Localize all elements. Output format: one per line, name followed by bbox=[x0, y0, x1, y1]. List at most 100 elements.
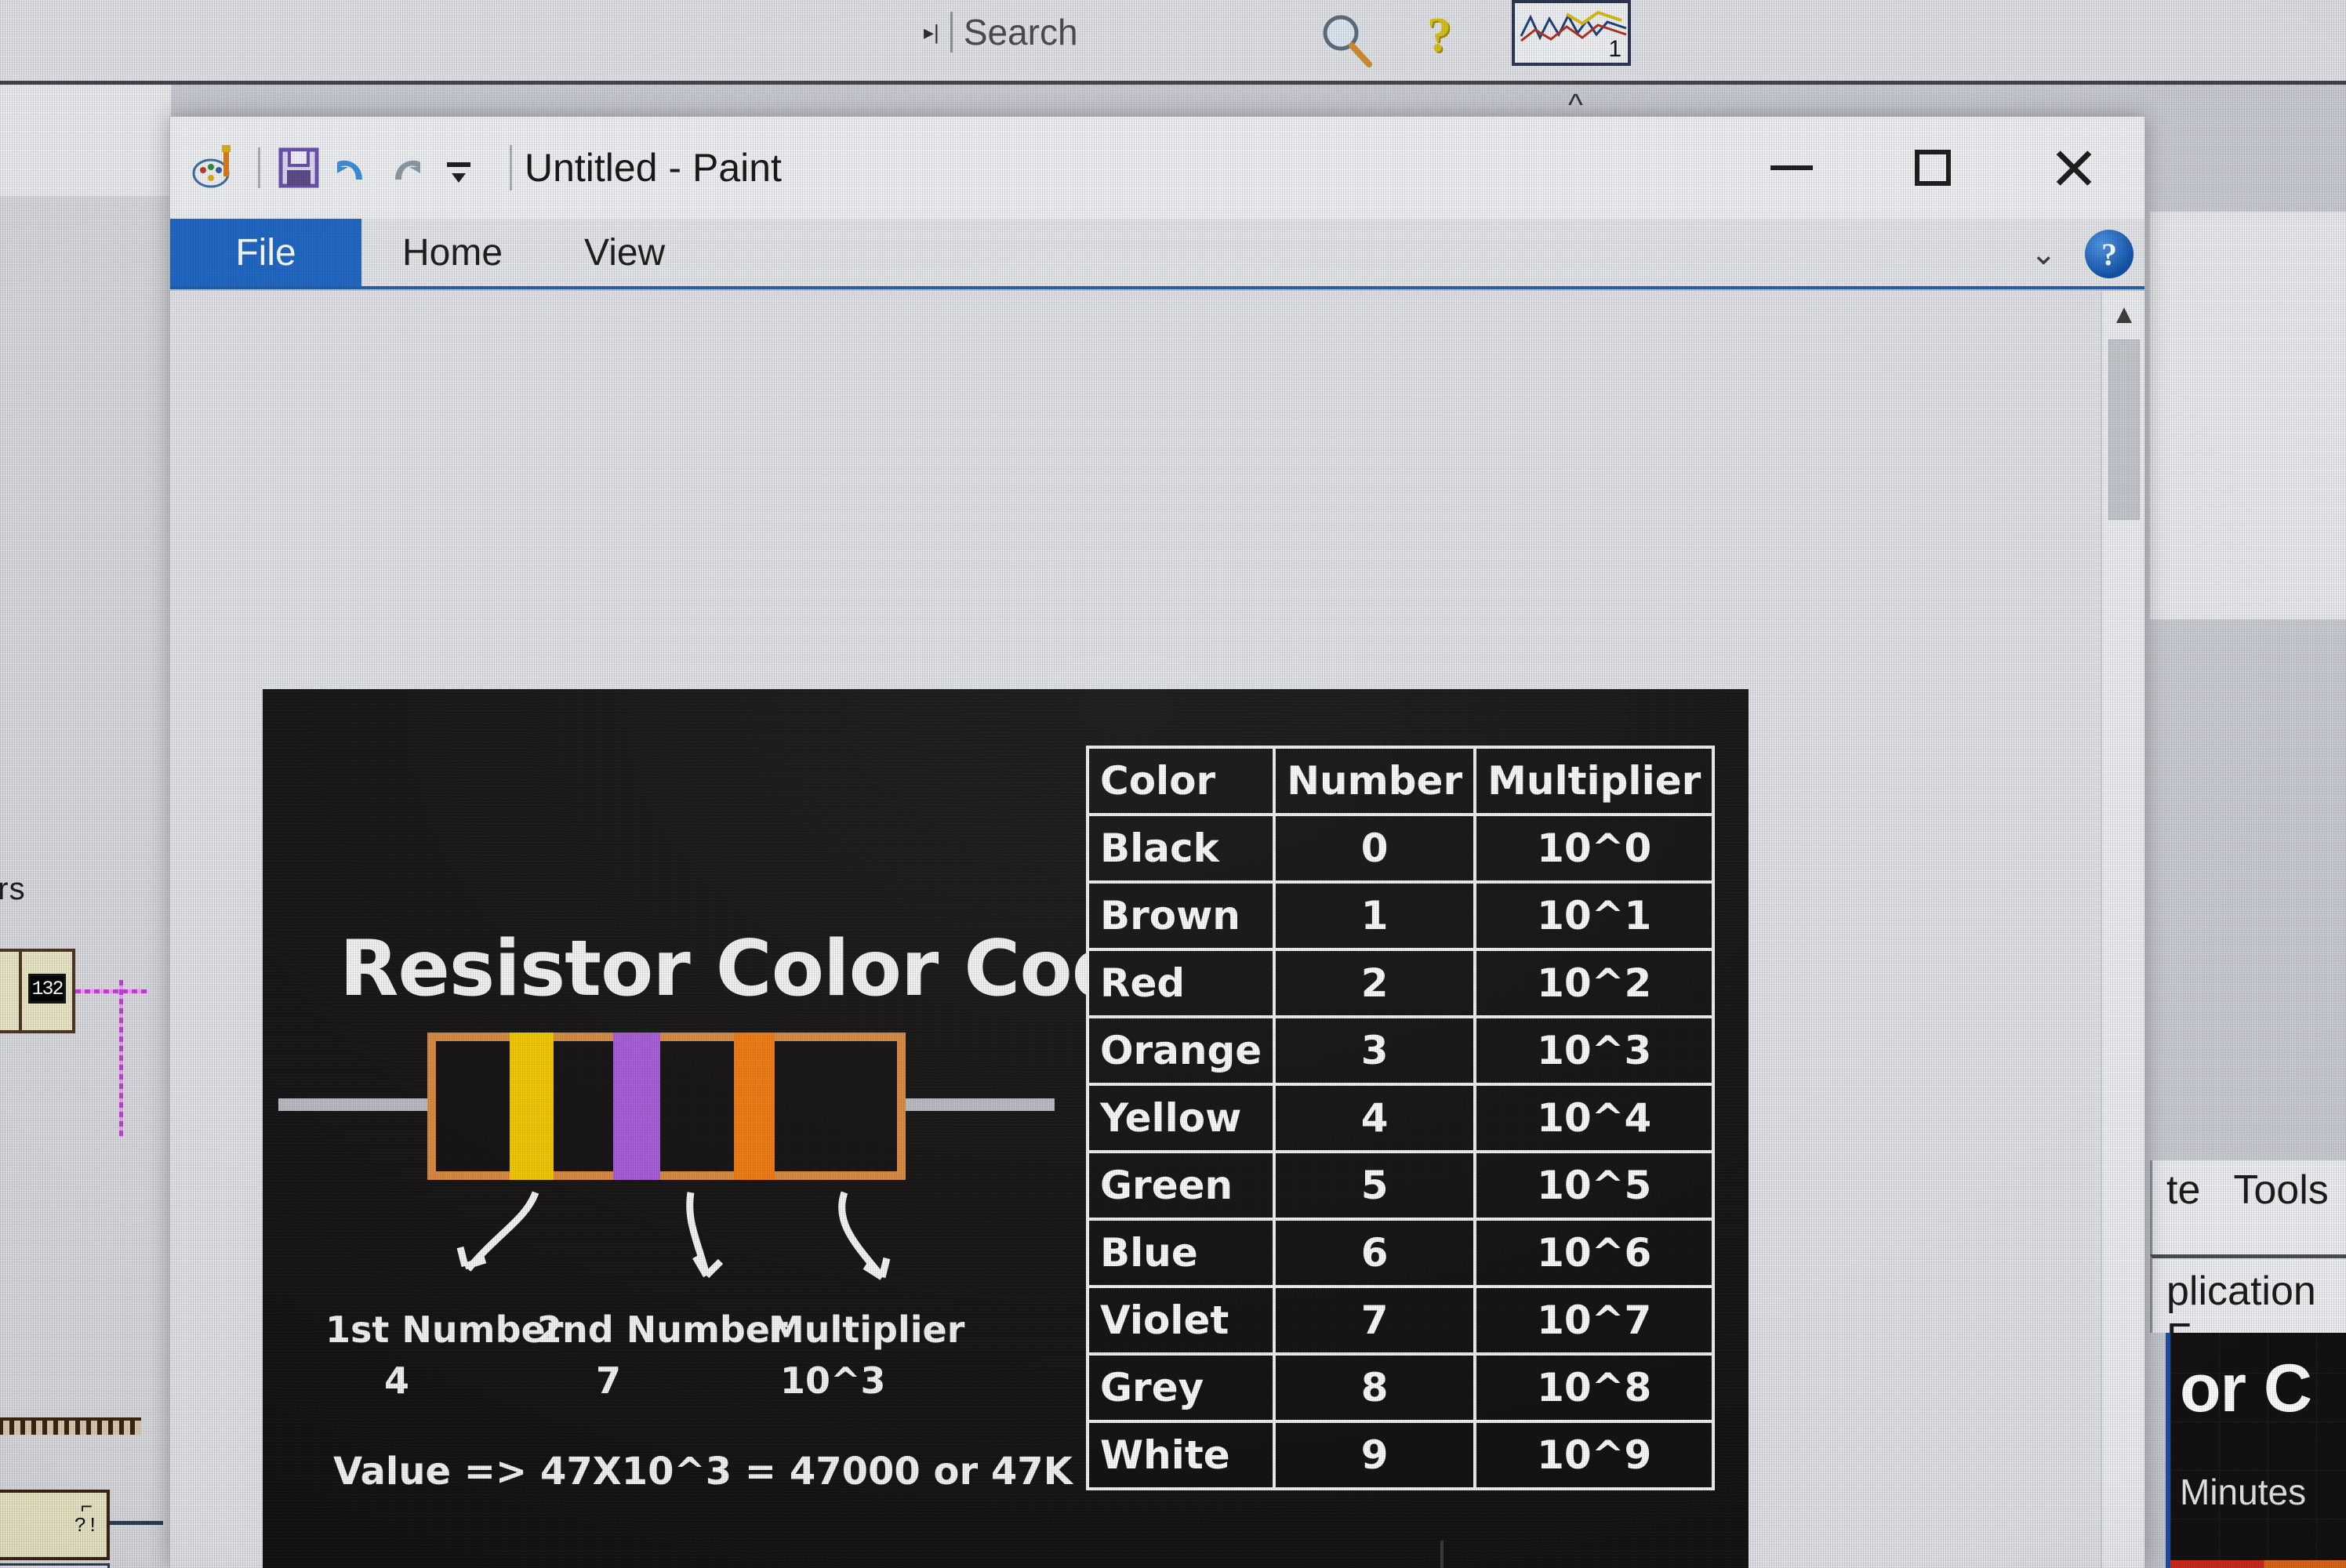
resistor-lead-right bbox=[906, 1098, 1055, 1111]
redo-icon[interactable] bbox=[381, 143, 430, 192]
table-row: Brown 1 10^1 bbox=[1085, 880, 1716, 951]
cell-number: 5 bbox=[1273, 1150, 1477, 1221]
scrollbar-thumb[interactable] bbox=[2108, 339, 2140, 520]
cell-multiplier: 10^2 bbox=[1473, 948, 1716, 1018]
search-placeholder: Search bbox=[963, 12, 1078, 53]
minimize-button[interactable] bbox=[1721, 117, 1862, 219]
undo-icon[interactable] bbox=[328, 143, 376, 192]
paint-window: Untitled - Paint File Home View ⌄ ? Resi… bbox=[169, 116, 2145, 1568]
labview-wire-out[interactable] bbox=[110, 1521, 163, 1525]
canvas-vertical-scrollbar[interactable]: ▲ bbox=[2101, 291, 2144, 1568]
canvas-caret bbox=[1440, 1541, 1444, 1568]
column-header-number: Number bbox=[1273, 746, 1477, 816]
labview-label-fragment-bottom: ounds bbox=[0, 1563, 110, 1568]
labview-loop-border bbox=[0, 1417, 141, 1435]
callout-value-3: 10^3 bbox=[780, 1359, 886, 1402]
column-header-multiplier: Multiplier bbox=[1473, 746, 1716, 816]
value-equation: Value => 47X10^3 = 47000 or 47K bbox=[333, 1450, 1073, 1494]
cell-number: 1 bbox=[1273, 880, 1477, 951]
cell-color: Grey bbox=[1085, 1352, 1276, 1423]
video-grid-overlay bbox=[2170, 1333, 2346, 1568]
tab-home[interactable]: Home bbox=[402, 231, 503, 274]
title-bar[interactable]: Untitled - Paint bbox=[170, 117, 2144, 219]
scroll-up-icon[interactable]: ^ bbox=[1568, 88, 1583, 122]
background-right-menubar[interactable]: te Tools bbox=[2150, 1160, 2346, 1254]
waveform-thumbnail[interactable]: 1 bbox=[1512, 0, 1631, 66]
cell-multiplier: 10^9 bbox=[1473, 1420, 1716, 1490]
cell-multiplier: 10^3 bbox=[1473, 1015, 1716, 1086]
cell-number: 8 bbox=[1273, 1352, 1477, 1423]
callout-label-2: 2nd Number bbox=[537, 1308, 788, 1351]
cell-multiplier: 10^4 bbox=[1473, 1083, 1716, 1153]
ribbon-tab-bar[interactable]: File Home View ⌄ ? bbox=[170, 219, 2144, 289]
cell-multiplier: 10^8 bbox=[1473, 1352, 1716, 1423]
callout-label-3: Multiplier bbox=[768, 1308, 965, 1351]
search-divider bbox=[950, 12, 953, 53]
search-caret-icon: ▸| bbox=[924, 20, 939, 44]
cell-color: Yellow bbox=[1085, 1083, 1276, 1153]
menu-item-fragment-te[interactable]: te bbox=[2166, 1167, 2201, 1213]
video-progress-bar[interactable] bbox=[2170, 1560, 2346, 1568]
close-icon bbox=[2052, 146, 2096, 190]
callout-value-1: 4 bbox=[384, 1359, 410, 1402]
labview-wire-vertical[interactable] bbox=[119, 980, 123, 1137]
window-controls[interactable] bbox=[1721, 117, 2144, 219]
resistor-band-yellow bbox=[510, 1033, 554, 1180]
labview-node-glyph: ⌐?! bbox=[74, 1496, 99, 1538]
help-button[interactable]: ? bbox=[2085, 230, 2134, 278]
minimize-icon bbox=[1770, 165, 1813, 170]
scroll-up-button[interactable]: ▲ bbox=[2111, 299, 2137, 329]
callout-label-1: 1st Number bbox=[325, 1308, 564, 1351]
cell-number: 9 bbox=[1273, 1420, 1477, 1490]
table-row: Green 5 10^5 bbox=[1085, 1150, 1716, 1221]
help-icon[interactable]: ? bbox=[1427, 9, 1451, 62]
menu-item-tools[interactable]: Tools bbox=[2233, 1167, 2329, 1213]
cell-multiplier: 10^0 bbox=[1473, 813, 1716, 884]
tab-file[interactable]: File bbox=[170, 219, 361, 286]
labview-node-box[interactable]: ⌐?! bbox=[0, 1490, 110, 1560]
close-button[interactable] bbox=[2003, 117, 2144, 219]
cell-color: Violet bbox=[1085, 1285, 1276, 1356]
cell-color: Brown bbox=[1085, 880, 1276, 951]
column-header-color: Color bbox=[1085, 746, 1276, 816]
cell-color: Green bbox=[1085, 1150, 1276, 1221]
cell-multiplier: 10^7 bbox=[1473, 1285, 1716, 1356]
background-video-player[interactable]: or C Minutes bbox=[2166, 1333, 2346, 1568]
thumbnail-number: 1 bbox=[1608, 36, 1622, 62]
maximize-button[interactable] bbox=[1862, 117, 2003, 219]
background-window-right bbox=[2150, 212, 2346, 619]
cell-multiplier: 10^1 bbox=[1473, 880, 1716, 951]
table-header-row: Color Number Multiplier bbox=[1085, 746, 1716, 816]
search-icon[interactable] bbox=[1317, 11, 1374, 71]
table-body: Black 0 10^0 Brown 1 10^1 Red 2 10^2 Orange 3 10^3 Y… bbox=[1085, 813, 1716, 1490]
labview-wire-horizontal[interactable] bbox=[75, 989, 147, 993]
table-row: Yellow 4 10^4 bbox=[1085, 1083, 1716, 1153]
maximize-icon bbox=[1915, 150, 1951, 186]
resistor-diagram bbox=[263, 1026, 1062, 1183]
cell-color: Blue bbox=[1085, 1218, 1276, 1288]
cell-color: Black bbox=[1085, 813, 1276, 884]
resistor-body bbox=[427, 1033, 906, 1180]
video-subtitle: Minutes bbox=[2180, 1472, 2307, 1512]
window-title: Untitled - Paint bbox=[525, 146, 782, 190]
video-title: or C bbox=[2180, 1351, 2312, 1426]
resistor-band-violet bbox=[613, 1033, 660, 1180]
customize-qat-icon[interactable] bbox=[434, 143, 483, 192]
paint-app-icon[interactable] bbox=[191, 143, 239, 192]
chevron-down-icon[interactable]: ⌄ bbox=[2030, 237, 2057, 271]
cell-multiplier: 10^6 bbox=[1473, 1218, 1716, 1288]
cell-number: 7 bbox=[1273, 1285, 1477, 1356]
paint-canvas-area[interactable]: Resistor Color Code bbox=[170, 289, 2144, 1568]
cell-number: 2 bbox=[1273, 948, 1477, 1018]
labview-block-diagram-window[interactable]: urs + + + 132 ⌐?! ounds bbox=[0, 196, 180, 1568]
resistor-band-orange bbox=[734, 1033, 775, 1180]
save-icon[interactable] bbox=[274, 143, 323, 192]
resistor-color-code-image[interactable]: Resistor Color Code bbox=[263, 689, 1749, 1568]
callout-arrows bbox=[456, 1191, 891, 1280]
cell-color: White bbox=[1085, 1420, 1276, 1490]
search-field[interactable]: ▸| Search bbox=[924, 11, 1078, 53]
tab-view[interactable]: View bbox=[584, 231, 666, 274]
ribbon-right-controls[interactable]: ⌄ ? bbox=[2030, 219, 2134, 289]
waveform-icon bbox=[1520, 11, 1627, 42]
cell-multiplier: 10^5 bbox=[1473, 1150, 1716, 1221]
